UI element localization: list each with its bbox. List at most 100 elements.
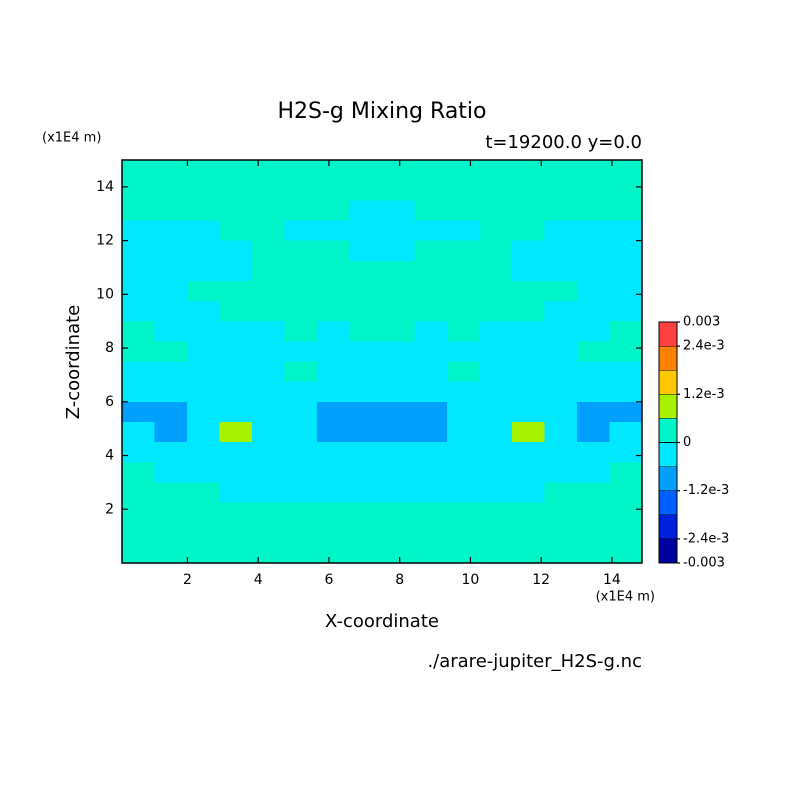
y-tick-label: 14 (96, 179, 114, 195)
contour-cell (317, 442, 350, 463)
contour-cell (154, 240, 188, 262)
colorbar-tick-label: 2.4e-3 (683, 339, 725, 354)
contour-cell (219, 200, 253, 221)
contour-cell (382, 522, 415, 544)
contour-cell (219, 442, 253, 463)
contour-field (122, 160, 643, 564)
contour-cell (284, 260, 318, 282)
contour-cell (154, 341, 188, 362)
contour-cell (187, 502, 220, 524)
colorbar-bin (658, 393, 678, 419)
contour-cell (414, 502, 448, 524)
contour-cell (577, 381, 610, 403)
contour-cell (284, 301, 318, 322)
contour-cell (479, 542, 513, 564)
contour-cell (609, 301, 643, 322)
contour-cell (284, 542, 318, 564)
contour-cell (349, 200, 383, 221)
contour-cell (122, 361, 155, 383)
contour-cell (447, 482, 480, 504)
colorbar-tick-label: 0 (683, 435, 691, 450)
contour-cell (219, 220, 253, 242)
contour-cell (414, 180, 448, 201)
contour-cell (219, 341, 253, 362)
contour-cell (219, 361, 253, 383)
contour-cell (284, 381, 318, 403)
contour-cell (349, 240, 383, 262)
contour-cell (544, 180, 578, 201)
contour-cell (544, 482, 578, 504)
contour-cell (284, 482, 318, 504)
contour-cell (479, 160, 513, 181)
contour-cell (414, 542, 448, 564)
contour-cell (122, 542, 155, 564)
contour-cell (609, 240, 643, 262)
contour-cell (154, 522, 188, 544)
contour-cell (349, 421, 383, 443)
x-tick-label: 10 (462, 572, 480, 588)
contour-cell (414, 522, 448, 544)
contour-cell (154, 502, 188, 524)
contour-cell (349, 522, 383, 544)
contour-cell (382, 180, 415, 201)
contour-cell (577, 280, 610, 302)
contour-cell (252, 240, 285, 262)
contour-cell (284, 522, 318, 544)
contour-cell (414, 462, 448, 483)
contour-cell (544, 200, 578, 221)
contour-cell (382, 301, 415, 322)
contour-cell (317, 200, 350, 221)
contour-cell (544, 160, 578, 181)
contour-cell (187, 462, 220, 483)
contour-cell (349, 260, 383, 282)
contour-cell (154, 401, 188, 423)
contour-cell (609, 442, 643, 463)
contour-cell (154, 321, 188, 342)
contour-cell (187, 220, 220, 242)
contour-cell (512, 381, 545, 403)
contour-cell (252, 160, 285, 181)
contour-cell (447, 220, 480, 242)
contour-cell (219, 180, 253, 201)
contour-cell (512, 401, 545, 423)
contour-cell (512, 260, 545, 282)
contour-cell (219, 502, 253, 524)
contour-cell (219, 160, 253, 181)
contour-cell (219, 260, 253, 282)
contour-cell (512, 220, 545, 242)
contour-cell (577, 542, 610, 564)
contour-cell (479, 442, 513, 463)
contour-cell (512, 240, 545, 262)
contour-cell (544, 442, 578, 463)
y-unit: (x1E4 m) (42, 131, 101, 146)
contour-cell (187, 341, 220, 362)
contour-cell (382, 381, 415, 403)
contour-cell (284, 180, 318, 201)
contour-cell (382, 341, 415, 362)
contour-cell (122, 442, 155, 463)
chart-subtitle: t=19200.0 y=0.0 (485, 132, 642, 153)
contour-cell (317, 180, 350, 201)
contour-cell (219, 381, 253, 403)
contour-cell (512, 180, 545, 201)
contour-cell (544, 341, 578, 362)
colorbar-bin (658, 466, 678, 492)
contour-cell (317, 341, 350, 362)
contour-cell (252, 180, 285, 201)
contour-cell (317, 522, 350, 544)
contour-cell (284, 341, 318, 362)
contour-cell (577, 200, 610, 221)
contour-cell (447, 301, 480, 322)
contour-cell (187, 361, 220, 383)
contour-cell (447, 160, 480, 181)
contour-cell (154, 462, 188, 483)
contour-cell (414, 280, 448, 302)
contour-cell (414, 381, 448, 403)
contour-cell (447, 442, 480, 463)
contour-cell (252, 301, 285, 322)
contour-cell (544, 401, 578, 423)
contour-cell (382, 361, 415, 383)
x-tick-label: 2 (183, 572, 192, 588)
contour-cell (122, 401, 155, 423)
